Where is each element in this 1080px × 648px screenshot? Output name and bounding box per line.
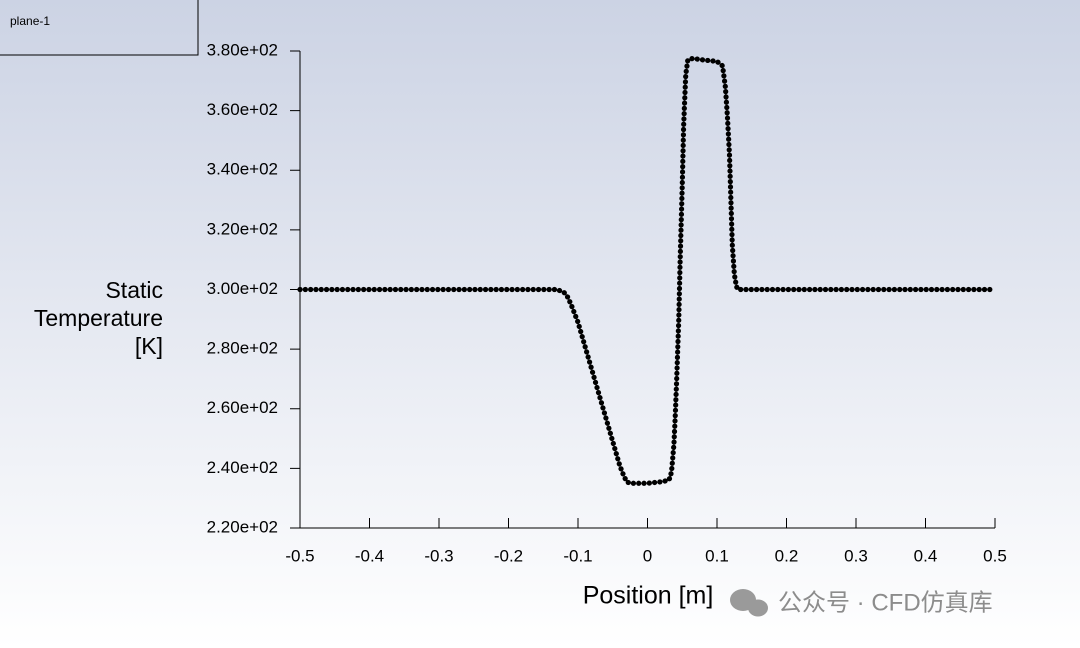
watermark-icon: [730, 589, 768, 617]
x-tick-label: -0.3: [424, 546, 453, 565]
y-axis-title: Temperature: [34, 305, 163, 331]
x-tick-label: -0.1: [563, 546, 592, 565]
y-tick-label: 2.40e+02: [207, 458, 278, 477]
y-tick-label: 3.40e+02: [207, 160, 278, 179]
x-tick-label: 0.5: [983, 546, 1007, 565]
x-tick-label: 0.2: [775, 546, 799, 565]
data-line: [297, 55, 998, 486]
y-tick-label: 3.00e+02: [207, 279, 278, 298]
x-tick-label: 0.1: [705, 546, 729, 565]
y-tick-label: 2.20e+02: [207, 517, 278, 536]
x-axis-title: Position [m]: [583, 582, 714, 610]
legend-entry: plane-1: [10, 14, 50, 28]
x-tick-label: 0.4: [914, 546, 938, 565]
y-tick-label: 2.60e+02: [207, 398, 278, 417]
y-axis-title: Static: [105, 277, 163, 303]
y-tick-label: 3.60e+02: [207, 100, 278, 119]
x-tick-label: -0.2: [494, 546, 523, 565]
y-tick-label: 3.80e+02: [207, 40, 278, 59]
y-tick-label: 3.20e+02: [207, 219, 278, 238]
watermark: 公众号 · CFD仿真库: [778, 589, 993, 616]
x-tick-label: -0.4: [355, 546, 384, 565]
x-tick-label: -0.5: [285, 546, 314, 565]
y-tick-label: 2.80e+02: [207, 339, 278, 358]
x-tick-label: 0.3: [844, 546, 868, 565]
y-axis-title: [K]: [135, 333, 163, 359]
x-tick-label: 0: [643, 546, 652, 565]
legend-box: [0, 0, 199, 56]
